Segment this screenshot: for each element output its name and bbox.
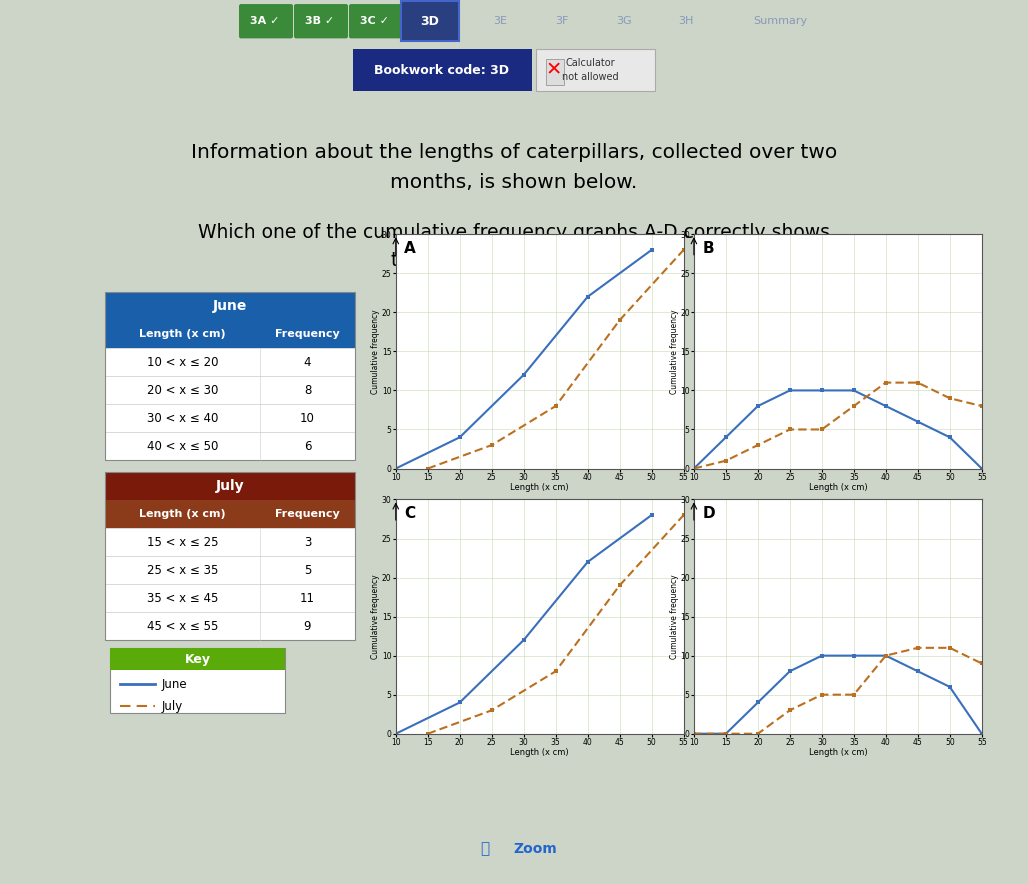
Text: Frequency: Frequency xyxy=(276,509,340,519)
Bar xyxy=(105,432,355,461)
Text: 3A ✓: 3A ✓ xyxy=(250,16,280,27)
Text: Zoom: Zoom xyxy=(514,842,557,856)
Text: 20 < x ≤ 30: 20 < x ≤ 30 xyxy=(147,384,218,397)
Bar xyxy=(105,320,355,348)
Y-axis label: Cumulative frequency: Cumulative frequency xyxy=(371,309,380,393)
Text: 10: 10 xyxy=(300,412,315,424)
Text: ⌕: ⌕ xyxy=(481,842,489,856)
Text: 25 < x ≤ 35: 25 < x ≤ 35 xyxy=(147,564,218,576)
Text: 15 < x ≤ 25: 15 < x ≤ 25 xyxy=(147,536,218,549)
Text: months, is shown below.: months, is shown below. xyxy=(391,172,637,192)
Text: Information about the lengths of caterpillars, collected over two: Information about the lengths of caterpi… xyxy=(191,142,837,162)
Text: 8: 8 xyxy=(304,384,311,397)
Text: A: A xyxy=(404,241,416,256)
Text: 30 < x ≤ 40: 30 < x ≤ 40 xyxy=(147,412,218,424)
Text: not allowed: not allowed xyxy=(561,72,618,82)
Bar xyxy=(105,472,355,640)
Bar xyxy=(105,613,355,640)
Text: July: July xyxy=(162,700,183,713)
Bar xyxy=(546,59,564,85)
Text: 35 < x ≤ 45: 35 < x ≤ 45 xyxy=(147,591,218,605)
Text: June: June xyxy=(213,300,247,313)
Text: Key: Key xyxy=(184,652,211,666)
Text: 11: 11 xyxy=(300,591,315,605)
Text: Summary: Summary xyxy=(752,16,807,27)
Text: Bookwork code: 3D: Bookwork code: 3D xyxy=(374,64,510,77)
Text: 3E: 3E xyxy=(493,16,507,27)
Bar xyxy=(105,293,355,461)
Y-axis label: Cumulative frequency: Cumulative frequency xyxy=(371,575,380,659)
Text: 3F: 3F xyxy=(555,16,568,27)
Bar xyxy=(105,348,355,377)
Text: Which one of the cumulative frequency graphs A-D correctly shows: Which one of the cumulative frequency gr… xyxy=(198,223,830,241)
Text: 4: 4 xyxy=(303,355,311,369)
Bar xyxy=(105,529,355,556)
Bar xyxy=(105,556,355,584)
Text: 3C ✓: 3C ✓ xyxy=(361,16,390,27)
Text: July: July xyxy=(216,479,245,493)
FancyBboxPatch shape xyxy=(238,4,293,38)
X-axis label: Length (x cm): Length (x cm) xyxy=(808,483,868,492)
Text: 3G: 3G xyxy=(616,16,632,27)
Bar xyxy=(110,648,285,713)
Text: Calculator: Calculator xyxy=(565,58,615,68)
Text: B: B xyxy=(702,241,714,256)
Text: C: C xyxy=(404,507,415,522)
Text: ✕: ✕ xyxy=(546,61,562,80)
FancyBboxPatch shape xyxy=(294,4,348,38)
Text: 3D: 3D xyxy=(420,15,439,27)
Text: 3B ✓: 3B ✓ xyxy=(305,16,335,27)
Text: 3: 3 xyxy=(304,536,311,549)
Text: 45 < x ≤ 55: 45 < x ≤ 55 xyxy=(147,620,218,633)
FancyBboxPatch shape xyxy=(348,4,403,38)
Bar xyxy=(105,293,355,320)
Y-axis label: Cumulative frequency: Cumulative frequency xyxy=(669,309,678,393)
Bar xyxy=(105,377,355,404)
Bar xyxy=(105,584,355,613)
Text: 40 < x ≤ 50: 40 < x ≤ 50 xyxy=(147,439,218,453)
Text: D: D xyxy=(702,507,715,522)
Text: 5: 5 xyxy=(304,564,311,576)
Text: 9: 9 xyxy=(303,620,311,633)
FancyBboxPatch shape xyxy=(353,50,533,91)
X-axis label: Length (x cm): Length (x cm) xyxy=(510,483,570,492)
Text: Length (x cm): Length (x cm) xyxy=(139,329,226,339)
Bar xyxy=(110,648,285,670)
Bar xyxy=(105,500,355,529)
FancyBboxPatch shape xyxy=(536,50,655,91)
Bar xyxy=(105,404,355,432)
Text: June: June xyxy=(162,678,188,690)
Bar xyxy=(105,472,355,500)
Text: Frequency: Frequency xyxy=(276,329,340,339)
Text: Length (x cm): Length (x cm) xyxy=(139,509,226,519)
Text: 10 < x ≤ 20: 10 < x ≤ 20 xyxy=(147,355,218,369)
Text: 6: 6 xyxy=(303,439,311,453)
Text: 3H: 3H xyxy=(678,16,694,27)
FancyBboxPatch shape xyxy=(401,1,458,42)
X-axis label: Length (x cm): Length (x cm) xyxy=(808,748,868,758)
X-axis label: Length (x cm): Length (x cm) xyxy=(510,748,570,758)
Text: the data for both months?: the data for both months? xyxy=(391,251,637,270)
Y-axis label: Cumulative frequency: Cumulative frequency xyxy=(669,575,678,659)
